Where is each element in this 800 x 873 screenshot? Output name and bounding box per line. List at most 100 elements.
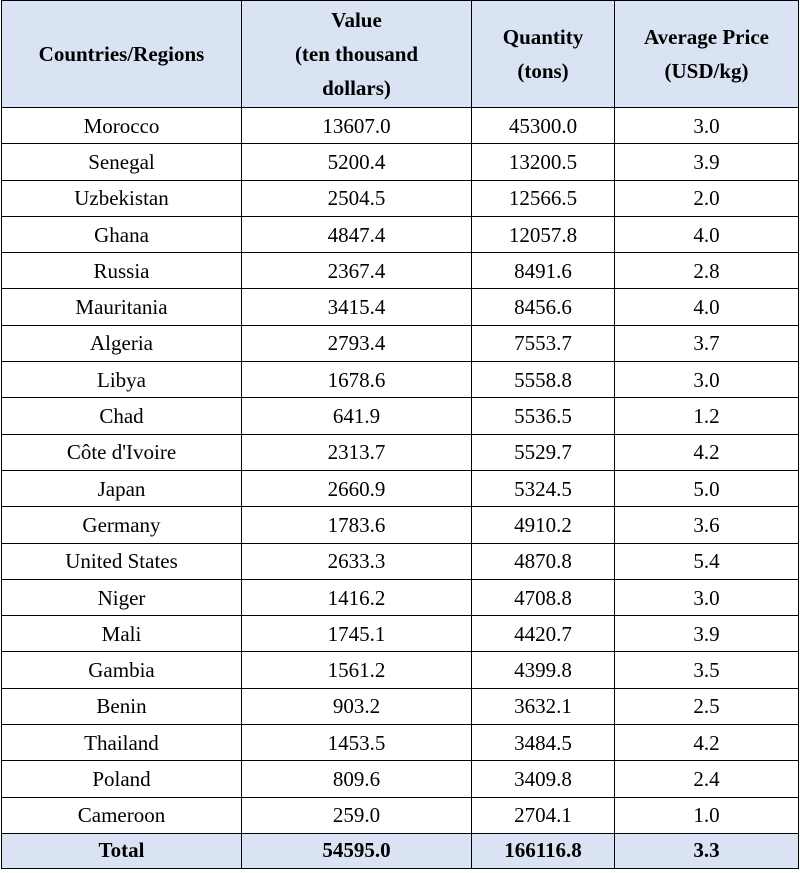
table-row: Morocco 13607.0 45300.0 3.0 (1, 106, 799, 145)
average-price-cell: 2.8 (614, 252, 799, 290)
table-row: Chad 641.9 5536.5 1.2 (1, 397, 799, 435)
value-cell: 3415.4 (241, 288, 472, 326)
country-cell: Mali (1, 615, 242, 653)
value-cell: 2660.9 (241, 469, 472, 508)
country-cell: Mauritania (1, 288, 242, 326)
quantity-cell: 4420.7 (471, 615, 615, 653)
table-row: Japan 2660.9 5324.5 5.0 (1, 469, 799, 508)
quantity-cell: 2704.1 (471, 796, 615, 834)
value-cell: 1783.6 (241, 506, 472, 544)
table-footer: Total 54595.0 166116.8 3.3 (1, 832, 799, 869)
quantity-cell: 5536.5 (471, 397, 615, 435)
quantity-cell: 8456.6 (471, 288, 615, 326)
average-price-cell: 3.0 (614, 361, 799, 399)
average-price-cell: 2.5 (614, 687, 799, 726)
value-cell: 2313.7 (241, 433, 472, 471)
country-cell: Thailand (1, 724, 242, 762)
table-row: Benin 903.2 3632.1 2.5 (1, 687, 799, 726)
value-cell: 2793.4 (241, 324, 472, 363)
table-body: Morocco 13607.0 45300.0 3.0 Senegal 5200.4 132… (1, 106, 799, 834)
value-cell: 809.6 (241, 760, 472, 798)
value-cell: 1561.2 (241, 651, 472, 689)
average-price-cell: 3.0 (614, 106, 799, 145)
table-row: Cameroon 259.0 2704.1 1.0 (1, 796, 799, 834)
country-cell: Niger (1, 578, 242, 617)
quantity-cell: 3484.5 (471, 724, 615, 762)
total-value: 54595.0 (241, 832, 472, 869)
value-cell: 1745.1 (241, 615, 472, 653)
average-price-cell: 4.2 (614, 724, 799, 762)
quantity-cell: 4910.2 (471, 506, 615, 544)
table-row: Senegal 5200.4 13200.5 3.9 (1, 143, 799, 181)
average-price-cell: 4.0 (614, 288, 799, 326)
value-cell: 4847.4 (241, 215, 472, 254)
quantity-cell: 5558.8 (471, 361, 615, 399)
table-row: Ghana 4847.4 12057.8 4.0 (1, 215, 799, 254)
value-cell: 2633.3 (241, 542, 472, 580)
header-text: Average Price (644, 25, 769, 49)
quantity-cell: 7553.7 (471, 324, 615, 363)
value-cell: 259.0 (241, 796, 472, 834)
table-row: Côte d'Ivoire 2313.7 5529.7 4.2 (1, 433, 799, 471)
total-label: Total (1, 832, 242, 869)
country-cell: Benin (1, 687, 242, 726)
table-row: Gambia 1561.2 4399.8 3.5 (1, 651, 799, 689)
value-cell: 1678.6 (241, 361, 472, 399)
quantity-cell: 5529.7 (471, 433, 615, 471)
average-price-cell: 4.2 (614, 433, 799, 471)
header-text: (USD/kg) (664, 59, 749, 83)
country-cell: Ghana (1, 215, 242, 254)
country-cell: Algeria (1, 324, 242, 363)
quantity-cell: 12057.8 (471, 215, 615, 254)
header-text: Countries/Regions (38, 42, 205, 66)
quantity-cell: 4870.8 (471, 542, 615, 580)
value-cell: 2504.5 (241, 179, 472, 217)
header-text: dollars) (322, 76, 391, 100)
average-price-cell: 2.0 (614, 179, 799, 217)
value-cell: 5200.4 (241, 143, 472, 181)
table-row: Russia 2367.4 8491.6 2.8 (1, 252, 799, 290)
country-cell: Gambia (1, 651, 242, 689)
quantity-cell: 5324.5 (471, 469, 615, 508)
average-price-cell: 3.9 (614, 615, 799, 653)
average-price-cell: 2.4 (614, 760, 799, 798)
quantity-cell: 8491.6 (471, 252, 615, 290)
total-quantity: 166116.8 (471, 832, 615, 869)
average-price-cell: 3.9 (614, 143, 799, 181)
quantity-cell: 45300.0 (471, 106, 615, 145)
average-price-cell: 1.2 (614, 397, 799, 435)
country-cell: United States (1, 542, 242, 580)
average-price-cell: 1.0 (614, 796, 799, 834)
table-row: Niger 1416.2 4708.8 3.0 (1, 578, 799, 617)
header-text: Value (331, 8, 382, 32)
header-text: Quantity (502, 25, 584, 49)
average-price-cell: 3.0 (614, 578, 799, 617)
country-cell: Russia (1, 252, 242, 290)
header-value: Value (ten thousand dollars) (241, 0, 472, 108)
table-header: Countries/Regions Value (ten thousand do… (1, 0, 799, 108)
average-price-cell: 5.4 (614, 542, 799, 580)
quantity-cell: 4399.8 (471, 651, 615, 689)
value-cell: 903.2 (241, 687, 472, 726)
country-cell: Uzbekistan (1, 179, 242, 217)
quantity-cell: 3632.1 (471, 687, 615, 726)
value-cell: 2367.4 (241, 252, 472, 290)
average-price-cell: 3.5 (614, 651, 799, 689)
country-cell: Germany (1, 506, 242, 544)
average-price-cell: 5.0 (614, 469, 799, 508)
quantity-cell: 3409.8 (471, 760, 615, 798)
table-row: Germany 1783.6 4910.2 3.6 (1, 506, 799, 544)
table-row: Mauritania 3415.4 8456.6 4.0 (1, 288, 799, 326)
average-price-cell: 4.0 (614, 215, 799, 254)
table-row: Mali 1745.1 4420.7 3.9 (1, 615, 799, 653)
header-average-price: Average Price (USD/kg) (614, 0, 799, 108)
country-cell: Poland (1, 760, 242, 798)
country-cell: Libya (1, 361, 242, 399)
total-average-price: 3.3 (614, 832, 799, 869)
value-cell: 1453.5 (241, 724, 472, 762)
table-row: Poland 809.6 3409.8 2.4 (1, 760, 799, 798)
country-cell: Japan (1, 469, 242, 508)
average-price-cell: 3.7 (614, 324, 799, 363)
